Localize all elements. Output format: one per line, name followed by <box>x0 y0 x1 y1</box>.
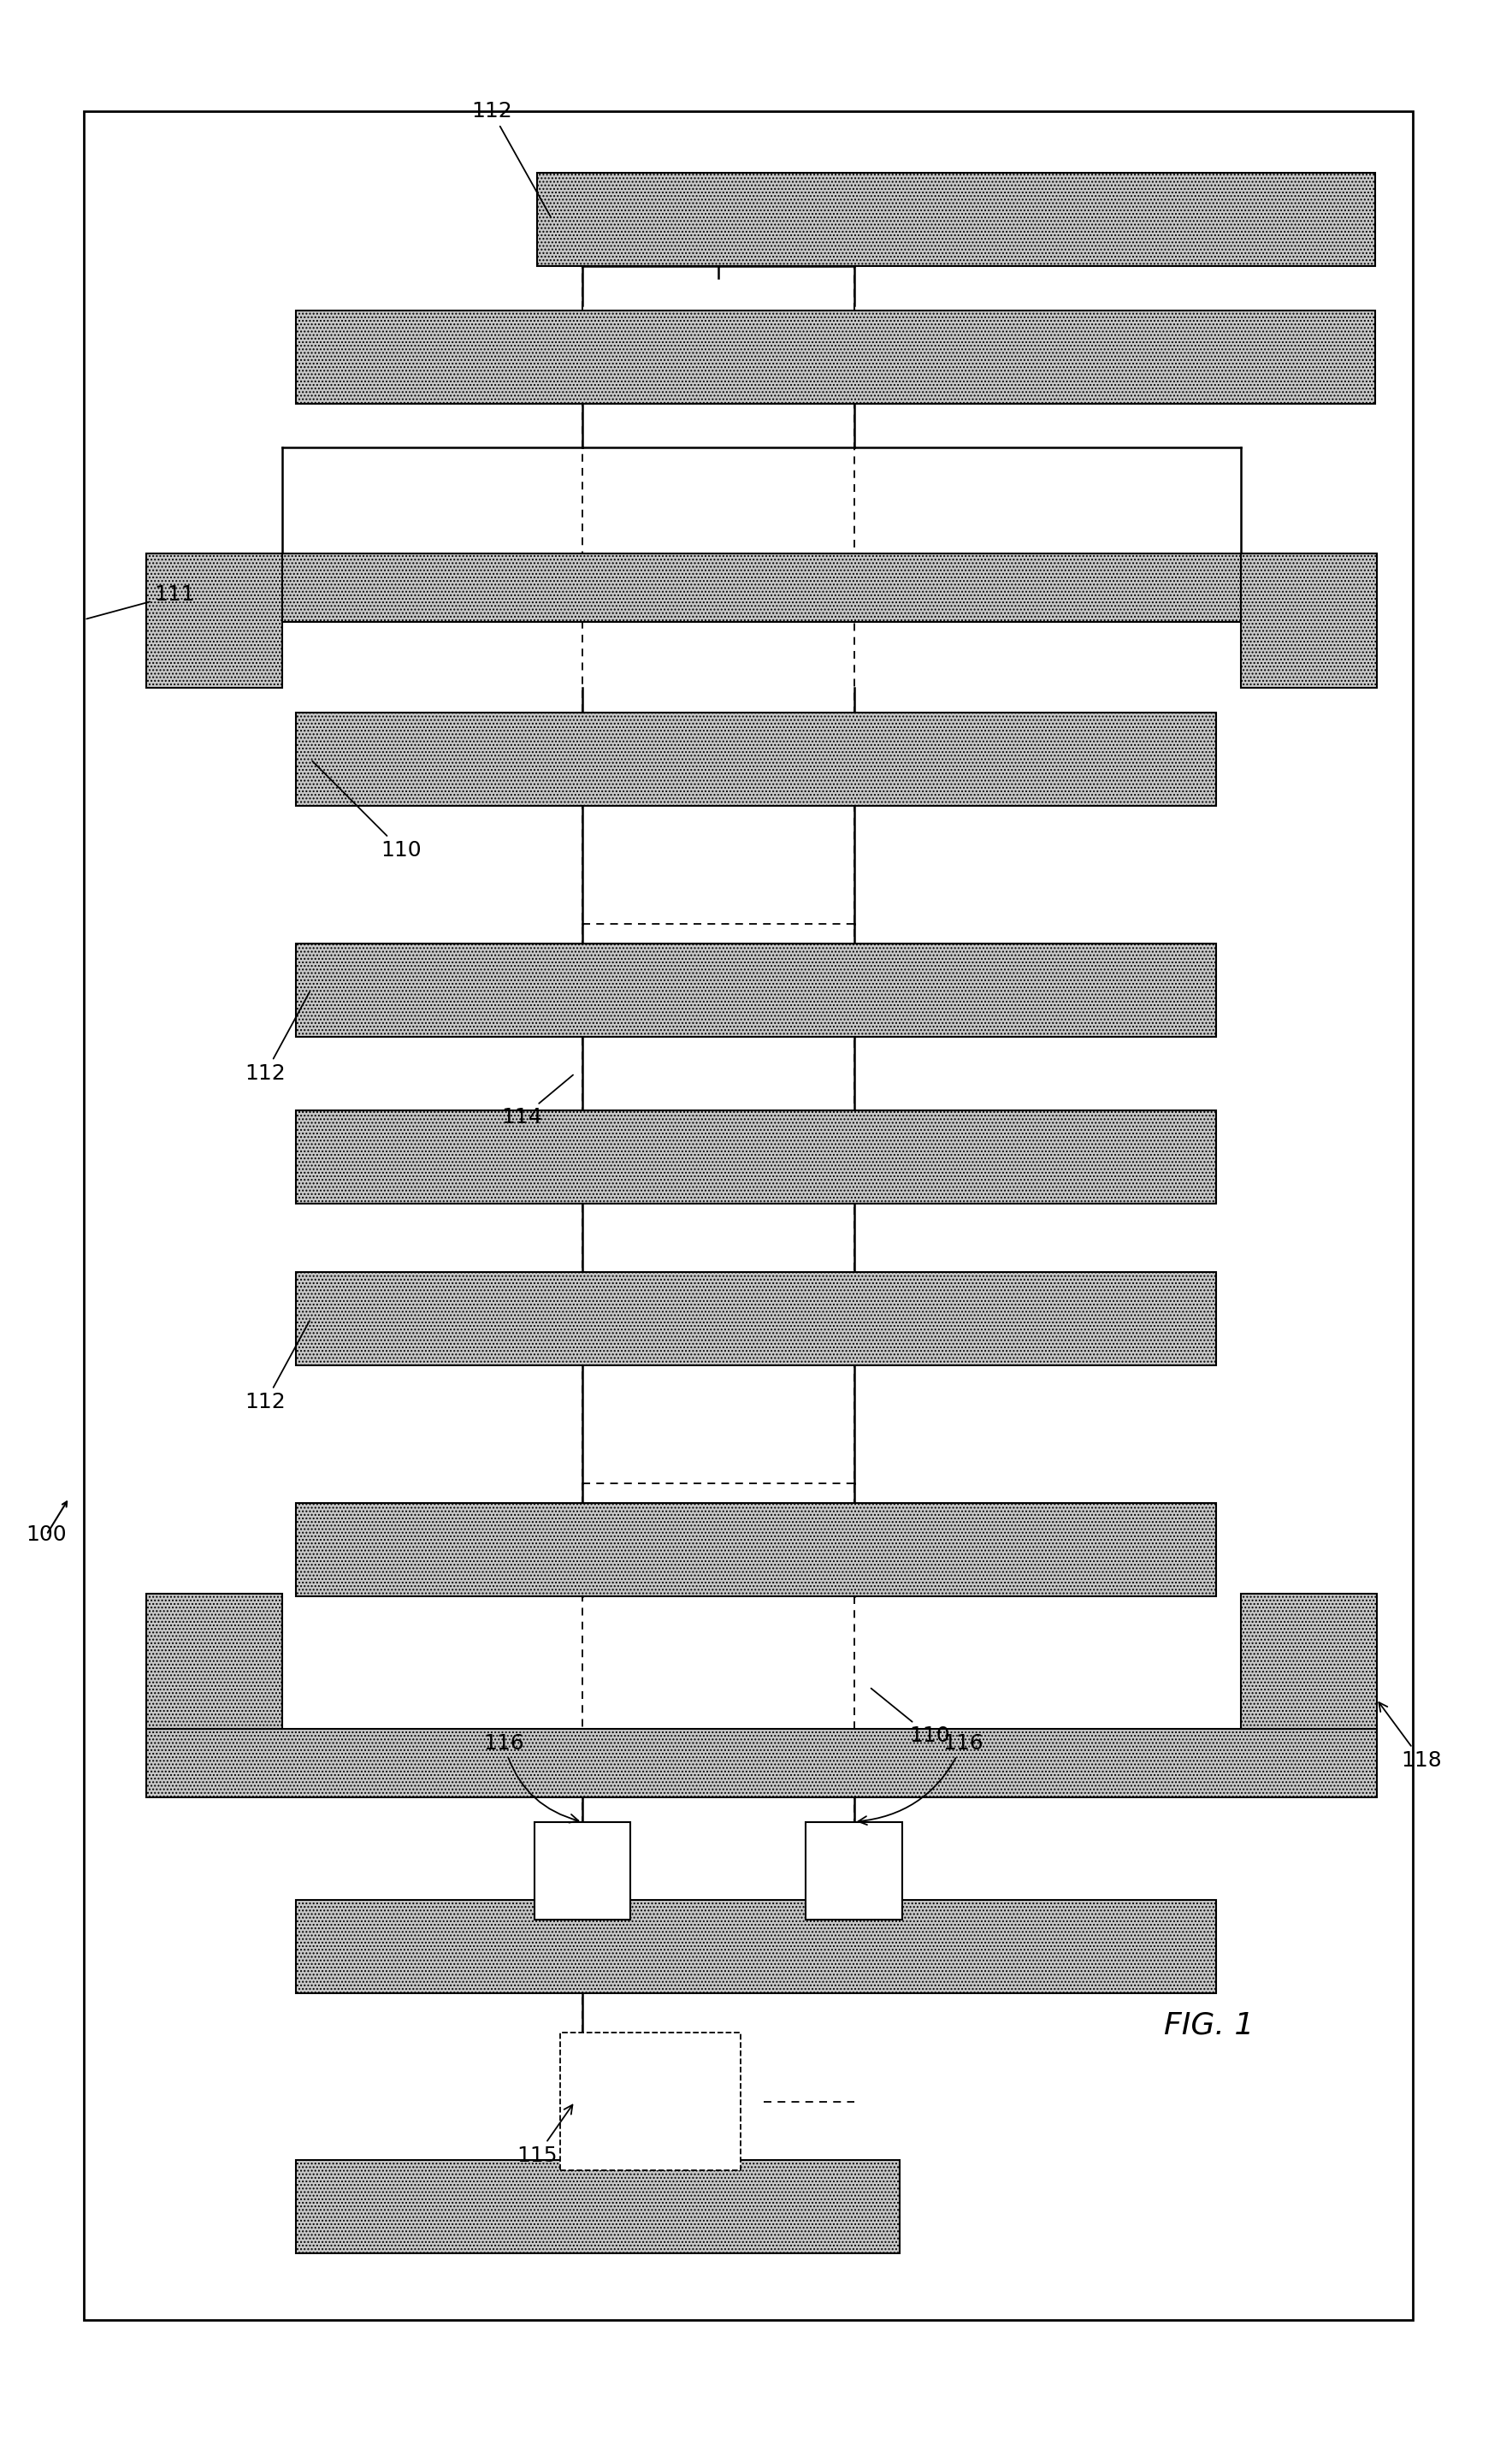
Bar <box>147 553 281 688</box>
Text: 118: 118 <box>1379 1702 1442 1771</box>
Bar <box>1240 1594 1376 1729</box>
Bar <box>85 111 1412 2321</box>
Bar <box>534 1822 631 1921</box>
Bar <box>295 712 1217 806</box>
Text: 116: 116 <box>859 1734 983 1825</box>
Text: 100: 100 <box>26 1525 67 1545</box>
Text: 115: 115 <box>517 2105 573 2166</box>
Bar <box>147 1729 1376 1798</box>
Bar <box>295 943 1217 1036</box>
Text: 112: 112 <box>472 101 550 219</box>
Text: 112: 112 <box>245 992 310 1083</box>
Bar <box>295 1272 1217 1366</box>
Bar <box>295 2161 900 2255</box>
Bar <box>537 172 1374 265</box>
Bar <box>295 1503 1217 1596</box>
Bar <box>147 1594 281 1729</box>
Bar <box>147 553 1376 621</box>
Bar <box>559 2034 741 2171</box>
Bar <box>295 1110 1217 1203</box>
Text: FIG. 1: FIG. 1 <box>1164 2011 1253 2041</box>
Bar <box>295 1901 1217 1994</box>
Text: 110: 110 <box>871 1687 950 1746</box>
Text: 114: 114 <box>502 1076 573 1127</box>
Bar <box>1240 553 1376 688</box>
Bar <box>295 309 1374 403</box>
Text: 111: 111 <box>86 585 195 619</box>
Text: 110: 110 <box>313 761 422 860</box>
Text: 112: 112 <box>245 1321 310 1412</box>
Bar <box>806 1822 903 1921</box>
Text: 116: 116 <box>484 1734 579 1822</box>
